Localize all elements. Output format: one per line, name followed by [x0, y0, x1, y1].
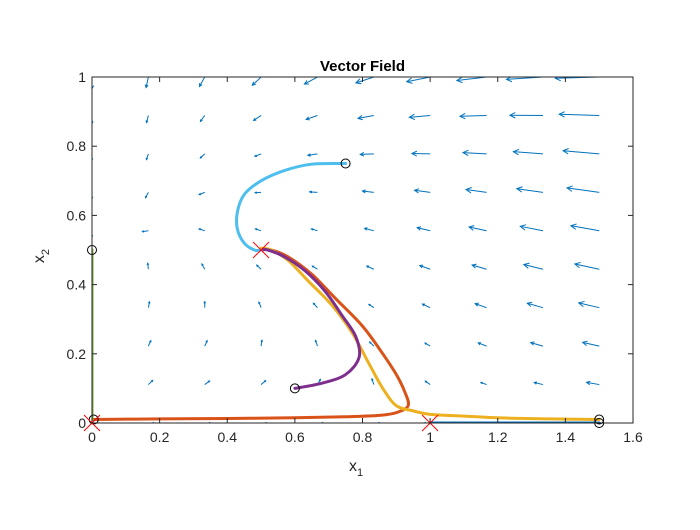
chart-title: Vector Field	[320, 58, 405, 75]
y-tick-label: 0.8	[67, 138, 87, 154]
y-tick-label: 0.6	[67, 207, 87, 223]
x-axis-label-base: x	[349, 458, 357, 475]
x-tick-label: 0.2	[150, 429, 170, 445]
x-axis-label-sub: 1	[357, 467, 363, 479]
y-tick-label: 1	[78, 69, 86, 85]
quiver-arrow-shaft	[360, 154, 374, 155]
y-axis-label: x2	[31, 249, 52, 263]
x-tick-label: 1	[426, 429, 434, 445]
x-tick-label: 0	[88, 429, 96, 445]
y-tick-label: 0.4	[67, 277, 87, 293]
x-tick-label: 1.4	[556, 429, 576, 445]
x-tick-label: 1.2	[488, 429, 508, 445]
y-tick-label: 0.2	[67, 346, 87, 362]
x-tick-label: 0.4	[218, 429, 238, 445]
y-axis-label-sub: 2	[40, 249, 52, 255]
x-tick-label: 0.8	[353, 429, 373, 445]
x-axis-label: x1	[349, 458, 363, 479]
y-axis-label-base: x	[31, 255, 48, 263]
y-tick-label: 0	[78, 415, 86, 431]
x-tick-label: 0.6	[285, 429, 305, 445]
x-tick-label: 1.6	[623, 429, 643, 445]
plot-area	[92, 77, 633, 423]
